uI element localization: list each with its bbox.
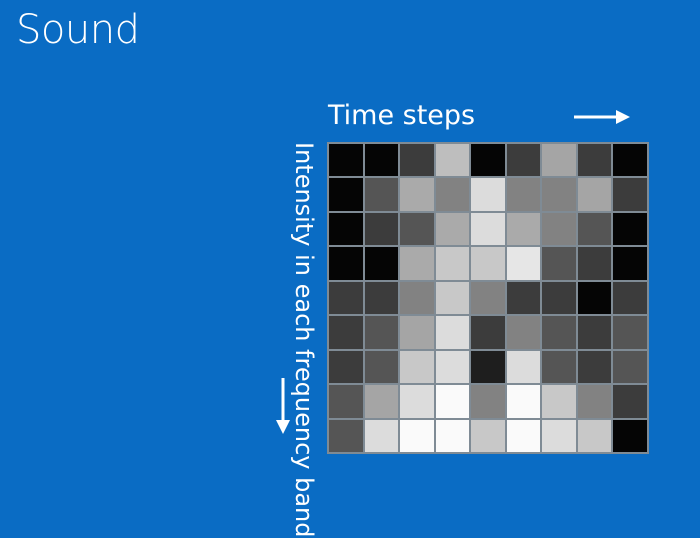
spectrogram-cell — [400, 281, 434, 315]
spectrogram-grid — [327, 142, 649, 454]
spectrogram-cell — [506, 178, 541, 211]
spectrogram-cell — [577, 385, 612, 418]
spectrogram-cell — [613, 350, 647, 384]
spectrogram-cell — [364, 212, 399, 246]
spectrogram-cell — [400, 385, 434, 418]
spectrogram-cell — [613, 419, 647, 452]
spectrogram-cell — [506, 419, 541, 452]
spectrogram-cell — [435, 419, 470, 452]
spectrogram-cell — [329, 281, 363, 315]
spectrogram-cell — [506, 144, 541, 177]
spectrogram-cell — [542, 350, 576, 384]
arrow-right-icon — [574, 110, 630, 124]
spectrogram-cell — [506, 385, 541, 418]
spectrogram-cell — [364, 178, 399, 211]
spectrogram-cell — [613, 178, 647, 211]
spectrogram-cell — [435, 316, 470, 349]
spectrogram-cell — [577, 144, 612, 177]
spectrogram-cell — [542, 247, 576, 280]
spectrogram-cell — [400, 316, 434, 349]
spectrogram-cell — [329, 350, 363, 384]
spectrogram-cell — [471, 212, 505, 246]
spectrogram-cell — [577, 281, 612, 315]
spectrogram-cell — [400, 247, 434, 280]
spectrogram-cell — [577, 212, 612, 246]
spectrogram-cell — [435, 247, 470, 280]
spectrogram-cell — [364, 247, 399, 280]
spectrogram-cell — [329, 178, 363, 211]
spectrogram-cell — [364, 316, 399, 349]
spectrogram-cell — [506, 316, 541, 349]
spectrogram-cell — [400, 178, 434, 211]
spectrogram-cell — [364, 144, 399, 177]
spectrogram-cell — [577, 247, 612, 280]
spectrogram-cell — [506, 281, 541, 315]
spectrogram-cell — [471, 385, 505, 418]
spectrogram-cell — [435, 385, 470, 418]
spectrogram-cell — [364, 385, 399, 418]
spectrogram-cell — [506, 350, 541, 384]
spectrogram-cell — [613, 316, 647, 349]
spectrogram-cell — [329, 247, 363, 280]
spectrogram-cell — [435, 144, 470, 177]
spectrogram-cell — [435, 178, 470, 211]
spectrogram-cell — [542, 419, 576, 452]
spectrogram-cell — [613, 212, 647, 246]
spectrogram-cell — [471, 178, 505, 211]
spectrogram-cell — [435, 281, 470, 315]
spectrogram-cell — [329, 212, 363, 246]
spectrogram-cell — [577, 316, 612, 349]
spectrogram-cell — [613, 144, 647, 177]
slide-title: Sound — [16, 7, 140, 53]
spectrogram-cell — [577, 350, 612, 384]
spectrogram-cell — [471, 281, 505, 315]
spectrogram-cell — [542, 385, 576, 418]
arrow-down-icon — [276, 378, 290, 434]
spectrogram-cell — [506, 212, 541, 246]
spectrogram-cell — [329, 385, 363, 418]
spectrogram-cell — [471, 144, 505, 177]
spectrogram-cell — [613, 385, 647, 418]
spectrogram-cell — [577, 178, 612, 211]
spectrogram-cell — [435, 350, 470, 384]
spectrogram-cell — [542, 144, 576, 177]
spectrogram-cell — [506, 247, 541, 280]
spectrogram-cell — [435, 212, 470, 246]
spectrogram-cell — [542, 178, 576, 211]
spectrogram-cell — [364, 419, 399, 452]
spectrogram-cell — [613, 247, 647, 280]
spectrogram-cell — [613, 281, 647, 315]
spectrogram-cell — [400, 212, 434, 246]
spectrogram-cell — [400, 144, 434, 177]
spectrogram-cell — [542, 316, 576, 349]
spectrogram-cell — [471, 316, 505, 349]
spectrogram-cell — [329, 144, 363, 177]
spectrogram-cell — [364, 350, 399, 384]
spectrogram-cell — [400, 350, 434, 384]
spectrogram-cell — [471, 350, 505, 384]
spectrogram-cell — [400, 419, 434, 452]
spectrogram-cell — [471, 247, 505, 280]
spectrogram-cell — [329, 419, 363, 452]
spectrogram-cell — [364, 281, 399, 315]
spectrogram-cell — [329, 316, 363, 349]
spectrogram-cell — [542, 281, 576, 315]
spectrogram-cell — [542, 212, 576, 246]
spectrogram-cell — [577, 419, 612, 452]
time-axis-label: Time steps — [328, 100, 476, 131]
spectrogram-cell — [471, 419, 505, 452]
frequency-axis-label: Intensity in each frequency band — [290, 142, 318, 538]
